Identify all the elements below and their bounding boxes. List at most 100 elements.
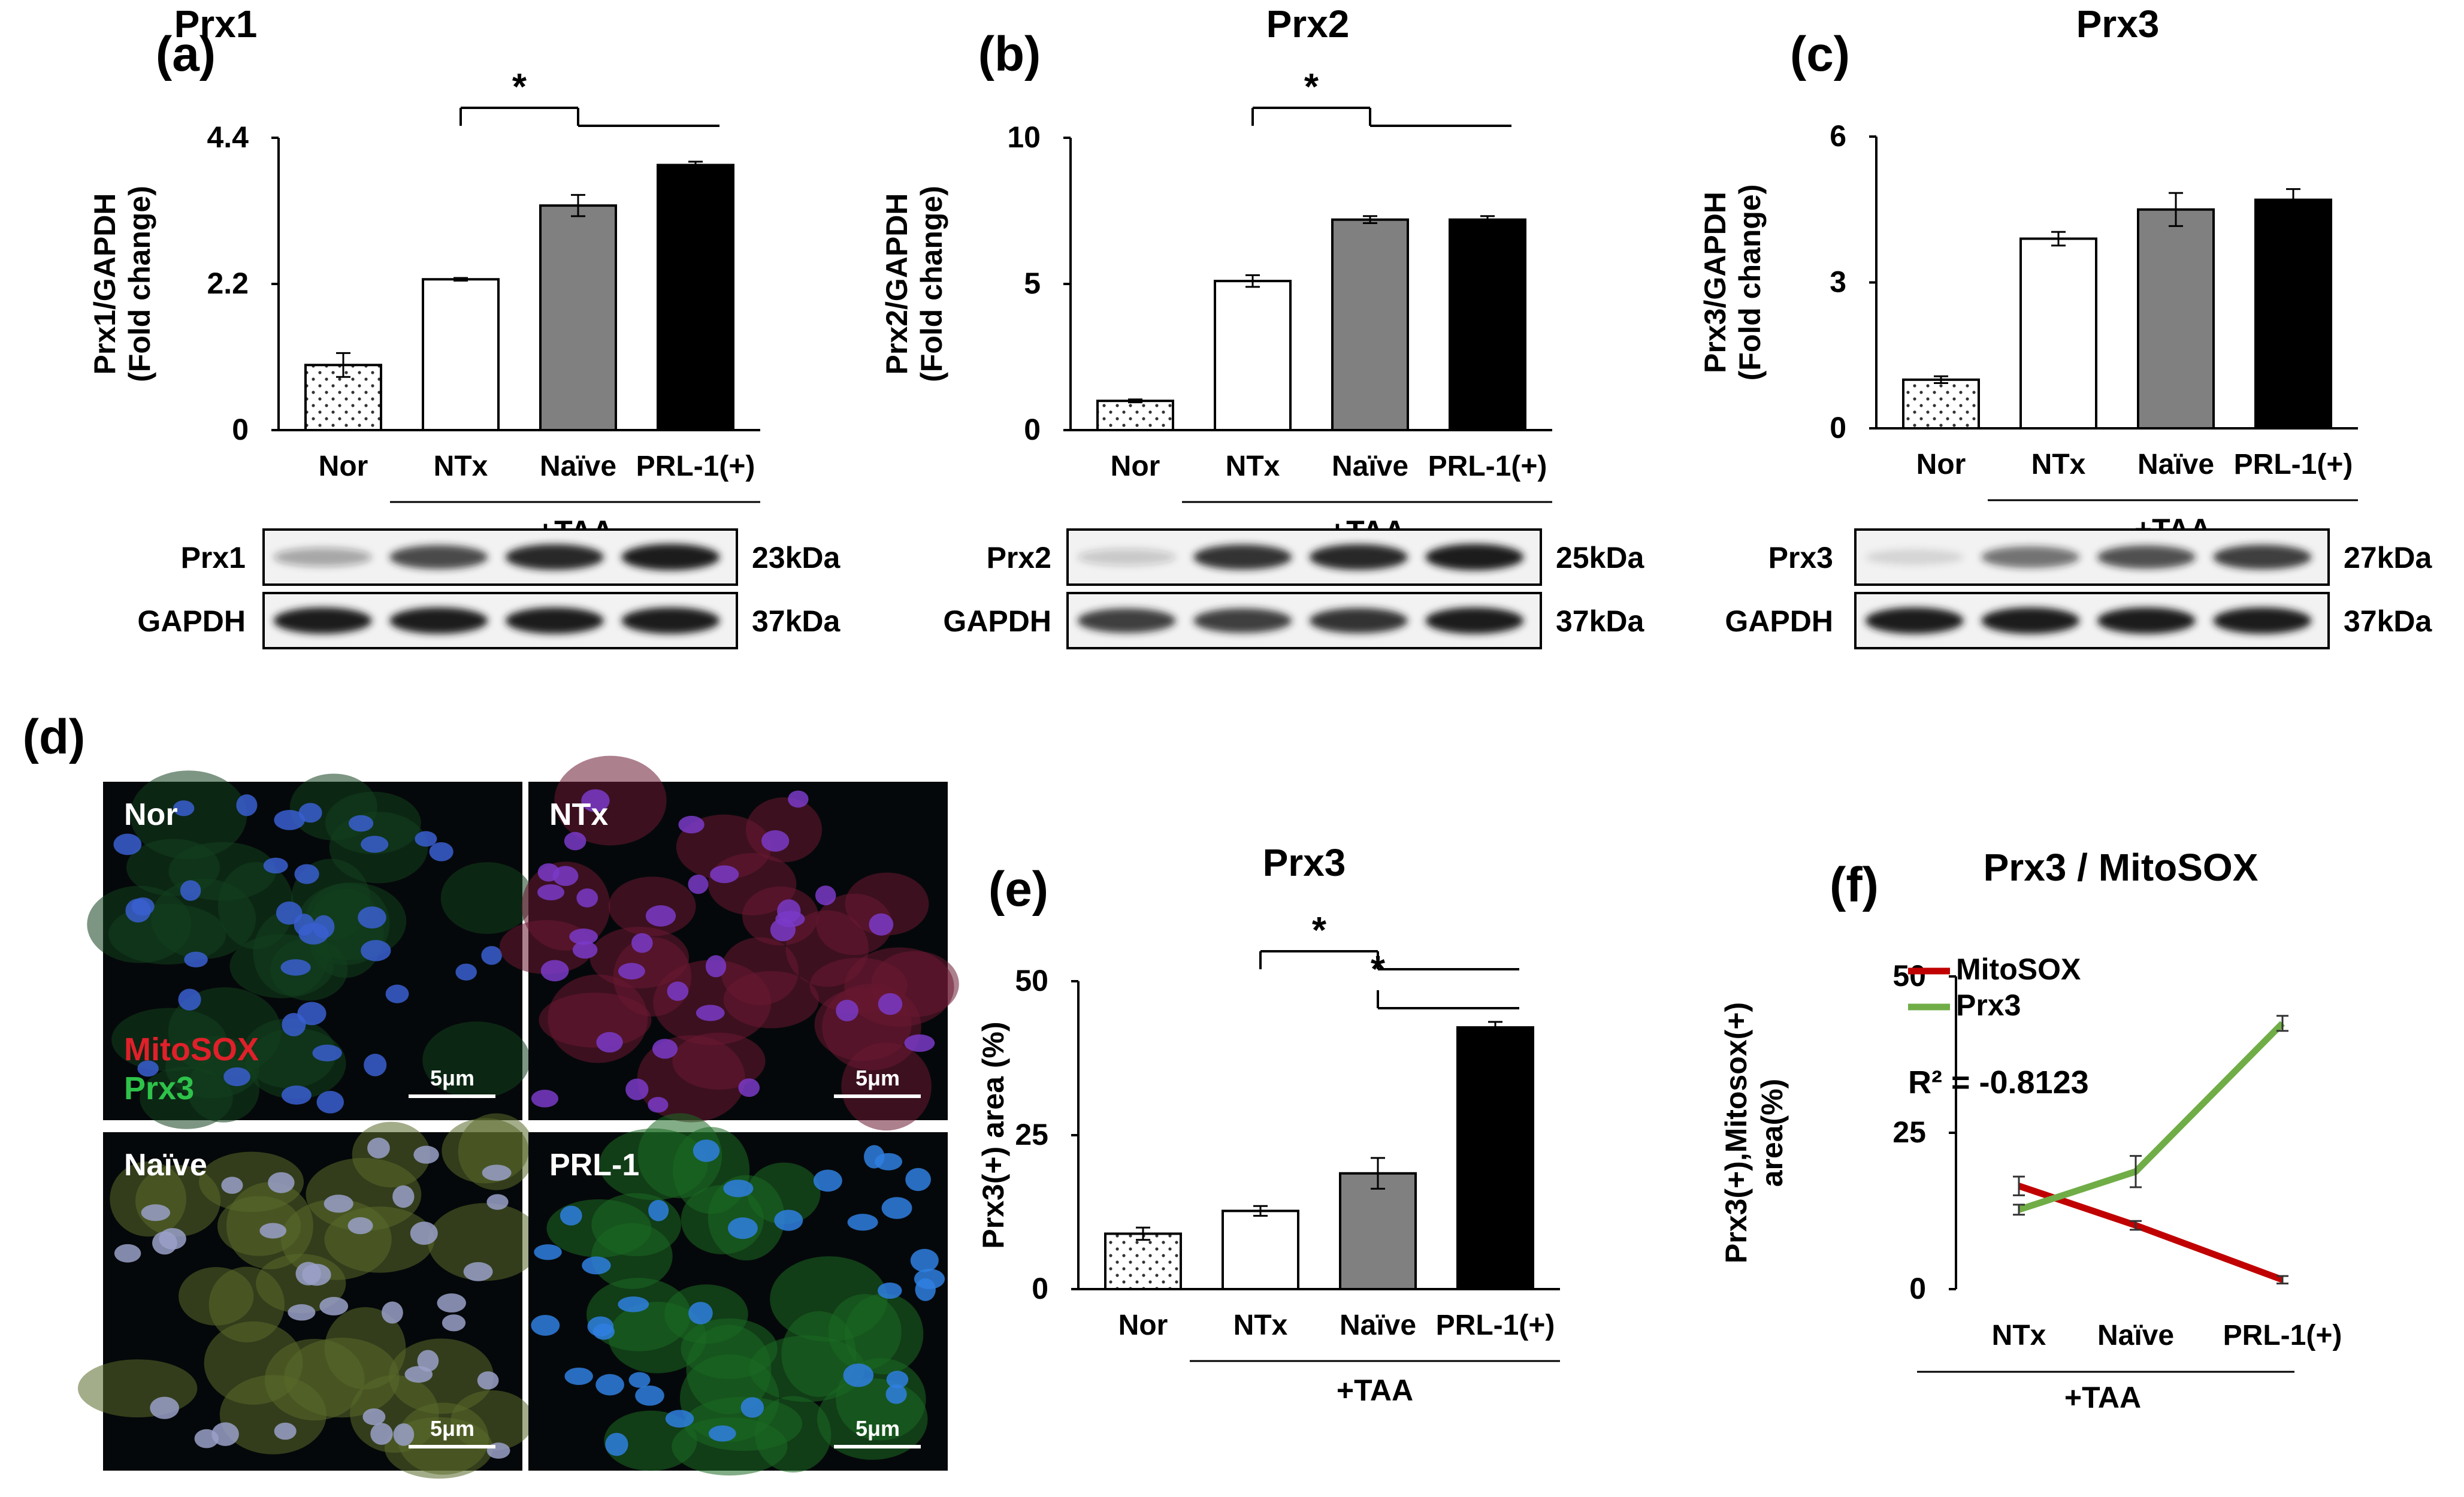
x-tick-label: PRL-1(+) xyxy=(1436,1310,1555,1341)
cell-nucleus xyxy=(631,933,653,953)
blot-band xyxy=(1077,549,1176,565)
scale-bar-label: 5μm xyxy=(855,1416,900,1441)
bar-nave xyxy=(539,204,617,431)
cell-nucleus xyxy=(477,1371,499,1390)
cell-nucleus xyxy=(298,803,322,823)
cell-nucleus xyxy=(113,833,142,855)
bar-ntx xyxy=(2019,237,2097,430)
blot-band xyxy=(621,607,720,634)
blot-band xyxy=(1425,607,1524,634)
cell-nucleus xyxy=(723,1180,754,1197)
cell-nucleus xyxy=(688,1302,713,1324)
y-tick-label: 5 xyxy=(1024,267,1041,300)
y-tick-label: 25 xyxy=(1015,1118,1048,1151)
western-blot-prx1: Prx1 23kDa GAPDH 37kDa xyxy=(137,528,841,649)
cell-nucleus xyxy=(625,1078,649,1100)
cell-nucleus xyxy=(886,1371,909,1389)
blot-band xyxy=(273,607,372,634)
blot-control-label: GAPDH xyxy=(137,604,246,638)
cell-nucleus xyxy=(184,951,208,967)
legend-entry: Prx3 xyxy=(1956,988,2021,1022)
cell-nucleus xyxy=(564,1367,593,1385)
x-tick-label: PRL-1(+) xyxy=(636,450,755,482)
blot-control-label: GAPDH xyxy=(1725,604,1833,638)
blot-band xyxy=(389,545,488,569)
significance-star: * xyxy=(1312,910,1327,951)
x-tick-label: PRL-1(+) xyxy=(2234,449,2353,480)
cell-nucleus xyxy=(581,789,610,812)
cell-nucleus xyxy=(295,1262,321,1286)
x-tick-label: PRL-1(+) xyxy=(1428,450,1547,482)
micrograph-label: Naïve xyxy=(124,1148,207,1183)
x-tick-label: Naïve xyxy=(540,450,616,482)
blot-band xyxy=(1425,544,1524,570)
cell-nucleus xyxy=(728,1217,758,1239)
cell-nucleus xyxy=(294,864,319,884)
cell-nucleus xyxy=(159,1227,186,1250)
cell-cytoplasm xyxy=(637,1113,722,1199)
cell-nucleus xyxy=(628,1372,651,1388)
cell-nucleus xyxy=(442,1314,466,1332)
blot-band xyxy=(2213,607,2312,634)
panel-label: (f) xyxy=(1830,858,1879,912)
blot-band xyxy=(1309,544,1408,570)
cell-nucleus xyxy=(415,831,437,847)
scale-bar-label: 5μm xyxy=(430,1066,474,1090)
cell-cytoplasm xyxy=(428,1203,542,1281)
y-axis-label: Prx3/GAPDH xyxy=(1698,192,1732,373)
blot-band xyxy=(389,607,488,634)
blot-band xyxy=(1981,607,2080,634)
cell-nucleus xyxy=(298,923,329,945)
y-axis-label: (Fold change) xyxy=(915,186,948,382)
micrograph-prl1: PRL-1 5μm xyxy=(528,1113,948,1476)
bar-chart-c: (c) Prx3 0 3 6 Prx3/GAPDH (Fold change) Nor NTx N… xyxy=(1698,2,2358,546)
cell-nucleus xyxy=(582,1256,611,1275)
panel-label: (b) xyxy=(978,27,1041,81)
panel-label: (c) xyxy=(1790,27,1850,81)
cell-nucleus xyxy=(268,1172,295,1193)
cell-nucleus xyxy=(905,1168,931,1191)
panel-label: (a) xyxy=(156,27,216,81)
cell-nucleus xyxy=(324,1194,353,1213)
blot-band xyxy=(1865,549,1964,565)
bar-chart-a: (a)Prx1 0 2.2 4.4 Prx1/GAPDH (Fold change) Nor… xyxy=(88,2,760,548)
chart-title: Prx2 xyxy=(1266,2,1350,46)
cell-nucleus xyxy=(531,1090,559,1108)
micrograph-nave: Naïve 5μm xyxy=(77,1113,542,1479)
cell-nucleus xyxy=(236,794,258,816)
blot-band xyxy=(1309,608,1408,633)
legend-entry: MitoSOX xyxy=(1956,952,2081,986)
cell-cytoplasm xyxy=(546,1199,652,1257)
cell-nucleus xyxy=(125,899,151,923)
cell-nucleus xyxy=(877,1282,902,1299)
cell-nucleus xyxy=(259,1223,287,1239)
cell-nucleus xyxy=(665,1410,694,1428)
cell-nucleus xyxy=(404,1366,433,1383)
x-tick-label: Naïve xyxy=(1340,1310,1416,1341)
y-tick-label: 0 xyxy=(1909,1272,1926,1305)
cell-nucleus xyxy=(150,1396,179,1419)
cell-cytoplasm xyxy=(151,878,256,959)
cell-nucleus xyxy=(276,901,303,925)
cell-nucleus xyxy=(455,963,477,981)
cell-nucleus xyxy=(221,1177,243,1194)
blot-band xyxy=(1193,545,1292,570)
cell-nucleus xyxy=(413,1145,439,1164)
cell-cytoplasm xyxy=(589,927,690,989)
line-chart-f: (f) Prx3 / MitoSOX 0 25 50 Prx3(+),Mitosox(+)… xyxy=(1719,846,2342,1414)
cell-cytoplasm xyxy=(845,872,929,936)
y-tick-label: 4.4 xyxy=(207,120,249,154)
cell-nucleus xyxy=(593,1323,615,1340)
x-tick-label: NTx xyxy=(1226,450,1280,482)
significance-star: * xyxy=(1304,66,1319,108)
x-tick-label: Nor xyxy=(1118,1310,1168,1341)
cell-cytoplasm xyxy=(653,960,772,1045)
cell-nucleus xyxy=(211,1422,239,1446)
blot-target-label: Prx3 xyxy=(1768,541,1833,574)
cell-nucleus xyxy=(486,1194,509,1210)
blot-kda-label: 27kDa xyxy=(2344,541,2433,574)
y-tick-label: 10 xyxy=(1007,120,1041,154)
bar-ntx xyxy=(1222,1209,1299,1290)
cell-cytoplasm xyxy=(179,1267,254,1326)
